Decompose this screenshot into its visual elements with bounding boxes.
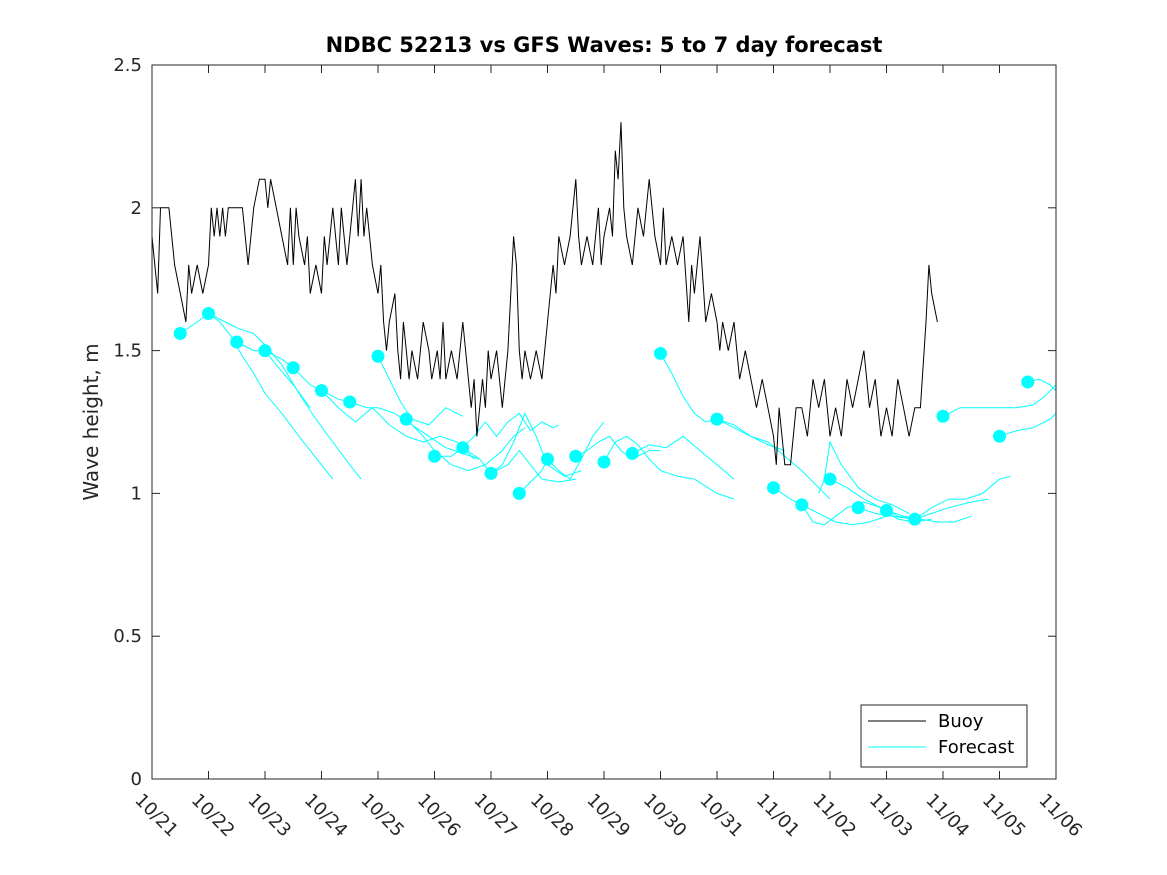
y-tick-label: 2.5 <box>113 55 142 76</box>
forecast-trace <box>462 412 560 449</box>
y-tick-label: 0 <box>131 769 142 790</box>
forecast-marker <box>286 361 300 375</box>
plot-area <box>151 64 1057 780</box>
forecast-marker <box>484 466 498 480</box>
forecast-trace <box>716 418 831 500</box>
forecast-marker <box>767 481 780 495</box>
forecast-trace <box>773 487 887 526</box>
forecast-layer <box>180 312 1057 526</box>
forecast-marker <box>1021 375 1035 389</box>
forecast-marker <box>993 429 1006 443</box>
forecast-marker <box>936 409 950 423</box>
forecast-marker <box>851 501 865 515</box>
forecast-marker <box>230 335 244 349</box>
forecast-trace <box>321 390 475 460</box>
forecast-marker <box>428 449 441 463</box>
forecast-marker-layer <box>173 306 1035 526</box>
forecast-marker <box>597 455 611 469</box>
forecast-marker <box>569 449 583 463</box>
buoy-layer <box>151 122 938 466</box>
forecast-marker <box>371 349 385 363</box>
forecast-trace <box>575 435 661 460</box>
forecast-marker <box>315 384 328 398</box>
legend-forecast-label: Forecast <box>938 737 1014 758</box>
forecast-trace <box>518 421 605 494</box>
y-tick-label: 1 <box>131 483 142 504</box>
forecast-trace <box>858 498 989 520</box>
forecast-marker <box>625 446 639 460</box>
forecast-trace <box>236 341 311 408</box>
y-tick-label: 2 <box>131 198 142 219</box>
forecast-marker <box>880 504 893 518</box>
forecast-trace <box>264 350 480 460</box>
forecast-trace <box>208 313 362 480</box>
forecast-trace <box>942 384 1057 417</box>
y-axis-label: Wave height, m <box>79 343 103 500</box>
forecast-marker <box>512 486 526 500</box>
forecast-trace <box>999 413 1057 437</box>
forecast-trace <box>603 435 735 500</box>
forecast-marker <box>823 472 837 486</box>
forecast-trace <box>829 475 1011 520</box>
y-axis: 0 0.5 1 1.5 2 2.5 <box>113 55 1056 790</box>
forecast-marker <box>173 326 187 340</box>
buoy-line <box>151 122 938 466</box>
forecast-trace <box>490 449 576 483</box>
forecast-marker <box>710 412 724 426</box>
forecast-marker <box>654 346 667 360</box>
y-tick-label: 0.5 <box>113 626 142 647</box>
forecast-marker <box>908 512 922 526</box>
chart-title: NDBC 52213 vs GFS Waves: 5 to 7 day fore… <box>326 33 883 57</box>
legend-buoy-label: Buoy <box>938 711 984 732</box>
forecast-trace <box>405 418 526 472</box>
y-tick-label: 1.5 <box>113 341 142 362</box>
forecast-trace <box>632 435 735 480</box>
forecast-marker <box>456 441 470 455</box>
forecast-marker <box>258 344 272 358</box>
forecast-marker <box>202 306 215 320</box>
forecast-marker <box>399 412 413 426</box>
forecast-trace <box>818 440 910 514</box>
forecast-marker <box>343 395 357 409</box>
legend: Buoy Forecast <box>860 704 1028 768</box>
forecast-marker <box>541 452 554 466</box>
forecast-trace <box>886 510 972 523</box>
forecast-marker <box>795 498 809 512</box>
legend-box <box>860 704 1028 768</box>
